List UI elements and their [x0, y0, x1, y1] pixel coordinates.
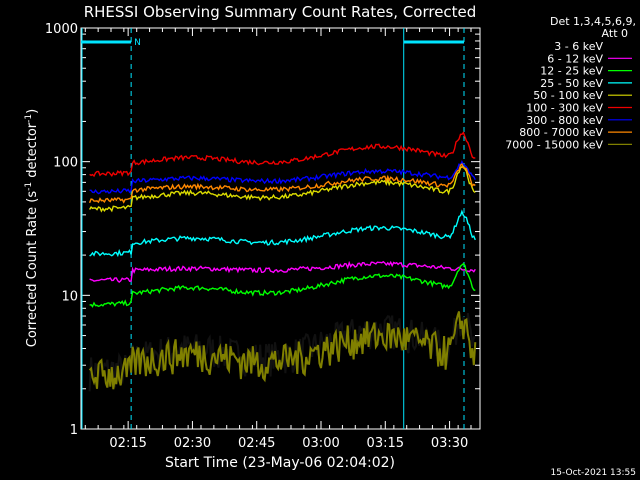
legend-label-4: 50 - 100 keV — [533, 89, 603, 102]
legend-header-2: Att 0 — [602, 27, 628, 40]
x-tick-label-5: 03:30 — [431, 436, 468, 451]
series-line-7 — [88, 162, 476, 204]
series-line-1 — [89, 260, 476, 284]
series-line-2 — [89, 262, 476, 308]
legend-label-8: 7000 - 15000 keV — [505, 138, 603, 151]
y-axis-label: Corrected Count Rate (s-1 detector-1) — [24, 109, 40, 347]
x-tick-label-4: 03:15 — [367, 436, 404, 451]
y-tick-label-0: 1 — [70, 423, 78, 438]
series-line-4 — [89, 165, 476, 213]
legend-label-3: 25 - 50 keV — [540, 77, 603, 90]
series-line-8 — [88, 311, 477, 390]
legend-label-2: 12 - 25 keV — [540, 65, 603, 78]
legend-header-1: Det 1,3,4,5,6,9, — [550, 15, 636, 28]
legend-label-0: 3 - 6 keV — [554, 40, 603, 53]
legend-label-5: 100 - 300 keV — [526, 102, 603, 115]
x-axis-label: Start Time (23-May-06 02:04:02) — [165, 455, 395, 471]
series-line-6 — [89, 160, 476, 195]
y-tick-label-1: 10 — [61, 289, 78, 304]
plot-frame — [80, 27, 481, 430]
legend-label-7: 800 - 7000 keV — [519, 126, 603, 139]
y-tick-label-3: 1000 — [45, 22, 78, 37]
x-tick-label-1: 02:30 — [174, 436, 211, 451]
footer-timestamp: 15-Oct-2021 13:55 — [551, 468, 636, 478]
series-line-3 — [89, 209, 476, 258]
chart-title: RHESSI Observing Summary Count Rates, Co… — [84, 3, 477, 21]
y-tick-label-2: 100 — [53, 156, 78, 171]
series-line-5 — [89, 131, 476, 178]
series-group — [88, 131, 477, 392]
x-tick-label-3: 03:00 — [302, 436, 339, 451]
legend-label-6: 300 - 800 keV — [526, 114, 603, 127]
x-axis: 02:15 02:30 02:45 03:00 03:15 03:30 — [84, 28, 472, 451]
night-flag: N — [134, 38, 141, 48]
legend-label-1: 6 - 12 keV — [547, 52, 603, 65]
x-tick-label-2: 02:45 — [238, 436, 275, 451]
x-tick-label-0: 02:15 — [109, 436, 146, 451]
